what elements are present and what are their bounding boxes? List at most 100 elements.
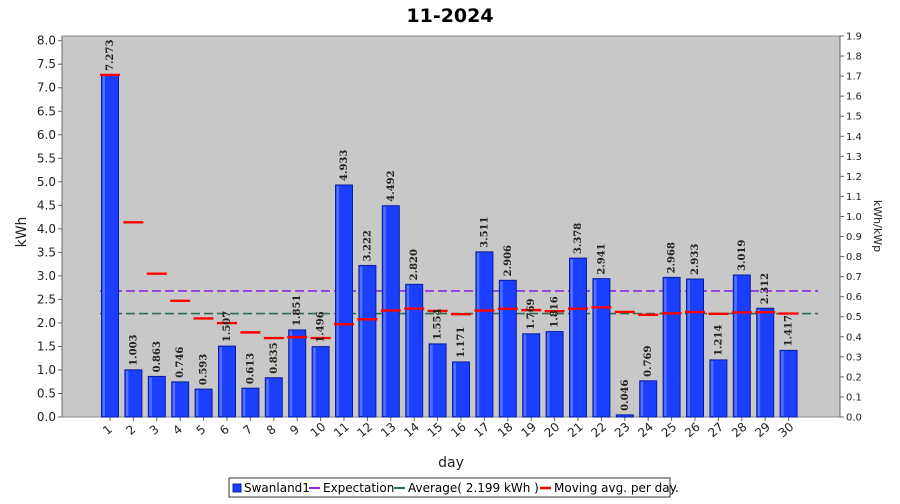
x-tick-label: 6 [217,422,232,438]
value-label-day-16: 1.171 [456,327,467,358]
value-label-day-25: 2.968 [667,242,678,273]
value-label-day-28: 3.019 [737,240,748,271]
x-tick-label: 11 [331,420,352,441]
x-tick-label: 5 [194,422,209,438]
y-axis-right-label: kWh/kWp [871,200,884,252]
bar-highlight [594,280,597,416]
legend-swatch-swanland1 [233,484,241,492]
value-label-day-9: 1.851 [292,295,303,326]
y-tick-label: 3.0 [37,269,56,283]
value-label-day-30: 1.417 [784,315,795,346]
bar-highlight [758,309,761,416]
bar-highlight [220,347,223,416]
value-label-day-12: 3.222 [362,230,373,261]
x-tick-label: 20 [542,420,563,441]
bar-highlight [547,333,550,416]
bar-highlight [454,363,457,416]
y-tick-label: 2.5 [37,292,56,306]
y-right-tick-label: 0.3 [846,352,862,363]
bar-highlight [430,345,433,416]
value-label-day-14: 2.820 [409,249,420,280]
value-label-day-1: 7.273 [105,40,116,71]
value-label-day-19: 1.769 [526,298,537,329]
x-tick-label: 3 [147,422,162,438]
value-label-day-18: 2.906 [503,245,514,276]
y-tick-label: 1.5 [37,339,56,353]
value-label-day-6: 1.507 [222,311,233,342]
y-right-tick-label: 1.9 [846,32,862,43]
x-tick-label: 4 [170,422,185,438]
x-tick-label: 27 [705,420,726,441]
x-tick-label: 9 [287,422,302,438]
y-tick-label: 2.0 [37,316,56,330]
y-right-tick-label: 1.7 [846,72,862,83]
bar-highlight [500,281,503,416]
bar-highlight [126,371,128,416]
value-label-day-3: 0.863 [152,341,163,372]
y-tick-label: 3.5 [37,245,56,259]
bar-highlight [734,276,737,416]
y-right-tick-label: 0.1 [846,392,862,403]
x-tick-label: 13 [378,420,399,441]
chart-title: 11-2024 [406,5,493,27]
x-tick-label: 30 [776,420,797,441]
value-label-day-5: 0.593 [199,354,210,385]
bar-highlight [266,379,269,416]
y-tick-label: 8.0 [37,34,56,48]
x-tick-label: 16 [448,420,469,441]
y-right-tick-label: 0.7 [846,272,862,283]
legend-label-moving-avg: Moving avg. per day. [554,481,679,495]
bar-highlight [407,285,410,416]
y-right-tick-label: 0.9 [846,232,862,243]
bar-highlight [149,377,152,416]
y-right-tick-label: 0.6 [846,292,862,303]
bar-highlight [196,390,199,416]
value-label-day-13: 4.492 [386,170,397,201]
x-tick-label: 26 [682,420,703,441]
x-tick-label: 29 [752,420,773,441]
bar-highlight [337,186,340,416]
bar-highlight [524,335,527,416]
y-tick-label: 0.5 [37,386,56,400]
value-label-day-2: 1.003 [128,334,139,365]
y-tick-label: 1.0 [37,363,56,377]
value-label-day-24: 0.769 [643,345,654,376]
x-tick-label: 23 [612,420,633,441]
x-tick-label: 7 [240,422,255,438]
y-tick-label: 4.0 [37,222,56,236]
y-axis-label: kWh [14,217,30,248]
x-tick-label: 18 [495,420,516,441]
bar-highlight [290,331,293,416]
x-tick-label: 28 [729,420,750,441]
bar-highlight [664,278,667,416]
value-label-day-23: 0.046 [620,379,631,410]
legend-label-swanland1: Swanland1 [244,481,310,495]
legend-label-average: Average( 2.199 kWh ) [408,481,539,495]
y-right-tick-label: 1.3 [846,152,862,163]
bar-highlight [313,348,316,416]
value-label-day-15: 1.554 [433,309,444,340]
x-tick-label: 22 [588,420,609,441]
y-right-tick-label: 1.0 [846,212,862,223]
y-right-tick-label: 0.0 [846,413,862,424]
legend: Swanland1 Expectation Average( 2.199 kWh… [229,478,679,497]
legend-label-expectation: Expectation [323,481,394,495]
bar-highlight [173,383,176,416]
x-tick-label: 19 [518,420,539,441]
x-tick-label: 12 [354,420,375,441]
value-label-day-27: 1.214 [713,325,724,356]
x-tick-label: 24 [635,420,656,441]
bar-highlight [711,361,714,416]
value-label-day-21: 3.378 [573,223,584,254]
value-label-day-29: 2.312 [760,273,771,304]
y-right-tick-label: 1.6 [846,92,862,103]
x-tick-label: 21 [565,420,586,441]
y-right-tick-label: 0.4 [846,332,862,343]
y-right-tick-label: 0.5 [846,312,862,323]
value-label-day-8: 0.835 [269,342,280,373]
y-right-tick-label: 1.8 [846,52,862,63]
y-tick-label: 5.0 [37,175,56,189]
bar-highlight [243,389,246,416]
